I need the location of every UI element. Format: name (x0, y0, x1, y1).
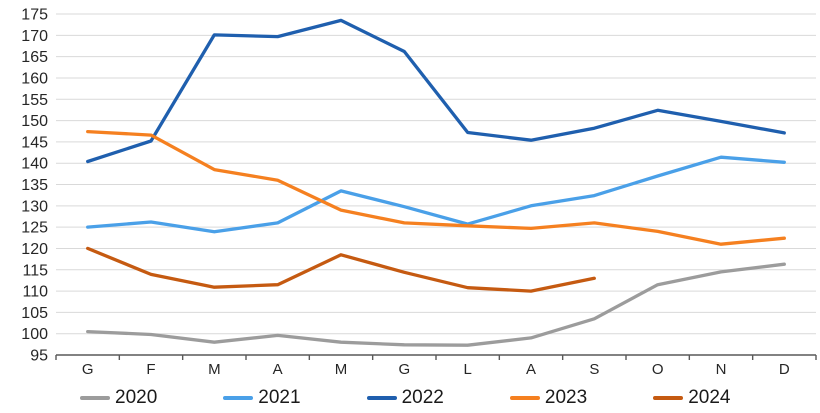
series-line-2022 (86, 18, 786, 164)
y-axis-label: 105 (21, 305, 48, 322)
series-line-2021 (86, 155, 786, 234)
x-axis-label: L (463, 361, 471, 378)
x-axis-label: S (589, 361, 599, 378)
legend-label-2022: 2022 (401, 387, 444, 408)
legend-item-2021: 2021 (223, 384, 301, 412)
x-axis-label: G (82, 361, 94, 378)
x-axis-label: A (273, 361, 283, 378)
y-axis-label: 115 (22, 262, 48, 279)
legend-item-2022: 2022 (366, 384, 444, 412)
chart-legend: 2020 2021 2022 2023 2024 (0, 384, 820, 412)
y-axis-label: 95 (30, 348, 48, 365)
legend-item-2023: 2023 (509, 384, 588, 412)
legend-swatch-2021 (223, 396, 254, 400)
legend-swatch-2022 (366, 396, 397, 400)
x-axis-label: M (208, 361, 221, 378)
y-axis-label: 155 (21, 92, 48, 109)
y-axis-label: 110 (22, 284, 48, 301)
x-axis-label: N (716, 361, 727, 378)
x-axis-label: G (398, 361, 410, 378)
x-axis-label: O (652, 361, 664, 378)
y-axis-label: 120 (21, 241, 48, 258)
y-axis-label: 130 (21, 198, 48, 215)
y-axis-label: 170 (21, 28, 48, 45)
series-line-2020 (86, 262, 786, 347)
legend-label-2020: 2020 (115, 387, 158, 408)
legend-label-2023: 2023 (544, 387, 588, 408)
series-line-2023 (86, 129, 786, 246)
x-axis-label: M (335, 361, 348, 378)
legend-item-2020: 2020 (80, 384, 157, 412)
y-axis-label: 175 (21, 7, 48, 24)
y-axis-label: 135 (21, 177, 48, 194)
series-line-2024 (86, 246, 596, 293)
y-axis-label: 160 (21, 70, 48, 87)
y-axis-label: 165 (21, 49, 48, 66)
legend-item-2024: 2024 (653, 384, 730, 412)
legend-swatch-2020 (80, 396, 110, 400)
y-axis-label: 145 (21, 134, 48, 151)
x-axis-label: A (526, 361, 536, 378)
x-axis-label: D (779, 361, 790, 378)
y-axis-label: 140 (21, 156, 48, 173)
legend-label-2021: 2021 (258, 387, 301, 408)
y-axis-label: 100 (21, 326, 48, 343)
legend-label-2024: 2024 (688, 387, 731, 408)
legend-swatch-2024 (653, 396, 684, 400)
legend-swatch-2023 (509, 396, 540, 400)
y-axis-label: 125 (21, 220, 48, 237)
y-axis-label: 150 (21, 113, 48, 130)
x-axis-label: F (146, 361, 155, 378)
